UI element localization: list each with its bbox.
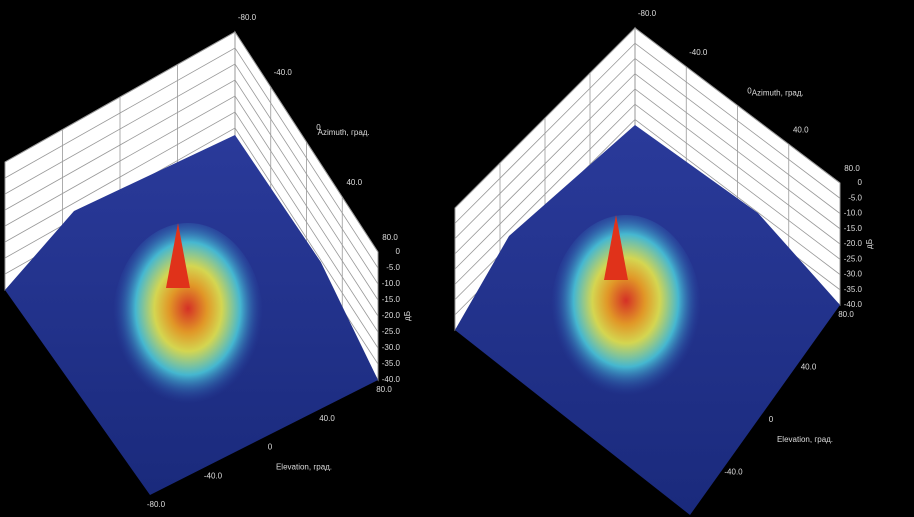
y-axis-label: Elevation, град. <box>777 435 833 444</box>
x-tick-label: -40.0 <box>274 68 293 77</box>
grid-line <box>454 57 841 239</box>
x-tick-label: -80.0 <box>238 13 257 22</box>
z-tick-label: -30.0 <box>382 343 401 352</box>
y-tick-label: 40.0 <box>319 414 335 423</box>
y-tick-label: -40.0 <box>724 468 743 477</box>
grid-line <box>4 95 379 317</box>
grid-line <box>4 79 379 301</box>
y-tick-label: 80.0 <box>838 310 854 319</box>
grid-line <box>4 63 379 285</box>
x-tick-label: 0 <box>316 123 321 132</box>
z-tick-label: -20.0 <box>844 239 863 248</box>
z-tick-label: -15.0 <box>844 224 863 233</box>
surface-peak <box>166 223 190 288</box>
z-axis-label: дБ <box>865 239 874 249</box>
z-tick-label: -35.0 <box>844 285 863 294</box>
x-tick-label: 40.0 <box>346 178 362 187</box>
y-tick-label: 0 <box>769 415 774 424</box>
z-tick-label: -5.0 <box>386 263 400 272</box>
z-tick-label: -25.0 <box>382 327 401 336</box>
z-tick-label: -5.0 <box>848 193 862 202</box>
y-tick-label: -40.0 <box>204 471 223 480</box>
x-tick-label: 0 <box>747 87 752 96</box>
surface-peak-area <box>113 223 263 413</box>
y-tick-label: 80.0 <box>376 385 392 394</box>
x-tick-label: -80.0 <box>638 9 657 18</box>
x-tick-label: 40.0 <box>793 125 809 134</box>
y-tick-label: -80.0 <box>147 500 166 509</box>
y-axis-label: Elevation, град. <box>276 463 332 472</box>
surface-peak <box>604 215 628 280</box>
z-axis-label: дБ <box>403 311 412 321</box>
z-tick-label: -35.0 <box>382 359 401 368</box>
grid-line <box>454 88 841 270</box>
y-tick-label: 40.0 <box>801 363 817 372</box>
grid-line <box>454 27 841 209</box>
z-tick-label: -40.0 <box>844 300 863 309</box>
grid-line <box>4 47 379 269</box>
x-axis-label: Azimuth, град. <box>752 88 804 97</box>
z-tick-label: 0 <box>858 178 863 187</box>
z-tick-label: -30.0 <box>844 270 863 279</box>
z-tick-label: -40.0 <box>382 375 401 384</box>
x-axis-label: Azimuth, град. <box>318 128 370 137</box>
z-tick-label: -25.0 <box>844 254 863 263</box>
z-tick-label: -20.0 <box>382 311 401 320</box>
grid-line <box>4 111 379 333</box>
x-tick-label: 80.0 <box>382 233 398 242</box>
z-tick-label: 0 <box>396 247 401 256</box>
z-tick-label: -15.0 <box>382 295 401 304</box>
z-tick-label: -10.0 <box>382 279 401 288</box>
grid-line <box>454 73 841 255</box>
grid-line <box>454 103 841 285</box>
z-tick-label: -10.0 <box>844 209 863 218</box>
grid-line <box>4 31 379 253</box>
x-tick-label: 80.0 <box>844 164 860 173</box>
x-tick-label: -40.0 <box>689 48 708 57</box>
surface-peak-area <box>551 215 701 405</box>
grid-line <box>454 42 841 224</box>
y-tick-label: 0 <box>268 443 273 452</box>
